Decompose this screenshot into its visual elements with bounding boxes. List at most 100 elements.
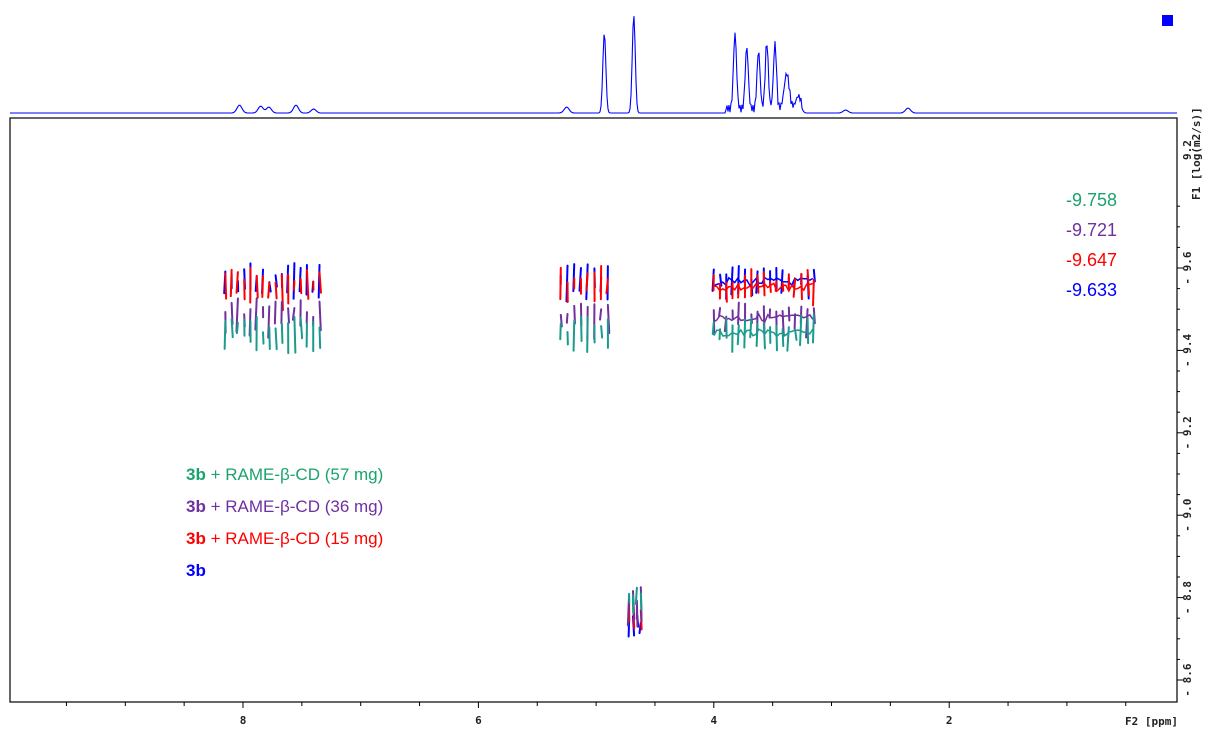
diffusion-value: -9.633 xyxy=(1066,280,1117,300)
contour-mark xyxy=(756,274,760,294)
projection-spectrum xyxy=(10,16,1177,114)
contour-2 xyxy=(559,265,609,303)
legend-compound: 3b xyxy=(186,465,206,484)
contour-mark xyxy=(572,319,576,352)
legend-label: + RAME-β-CD (36 mg) xyxy=(206,497,383,516)
x-tick-label: 6 xyxy=(475,714,482,727)
contour-mark xyxy=(600,325,604,339)
contour-mark xyxy=(762,322,766,350)
contour-mark xyxy=(769,280,772,293)
legend-compound: 3b xyxy=(186,529,206,548)
x-tick-label: 4 xyxy=(710,714,717,727)
corner-marker xyxy=(1162,15,1173,26)
contour-mark xyxy=(585,272,589,292)
legend-entry: 3b + RAME-β-CD (36 mg) xyxy=(186,497,383,516)
contour-mark xyxy=(565,312,569,324)
contour-mark xyxy=(725,281,728,303)
projection-trace xyxy=(10,16,1177,114)
contour-mark xyxy=(605,277,609,295)
contour-0 xyxy=(711,313,815,353)
contour-0 xyxy=(628,586,643,615)
contour-mark xyxy=(235,271,239,294)
contour-mark xyxy=(287,307,290,324)
y-tick-label: - 9.0 xyxy=(1181,499,1194,532)
contour-2 xyxy=(712,268,815,307)
legend: 3b + RAME-β-CD (57 mg)3b + RAME-β-CD (36… xyxy=(186,465,383,580)
contour-mark xyxy=(224,272,228,300)
contour-mark xyxy=(280,322,284,344)
contour-mark xyxy=(299,316,304,340)
contour-mark xyxy=(634,586,638,605)
contour-mark xyxy=(635,599,639,628)
y-axis: - 9.6 - 9.4 - 9.2 - 9.0 - 8.8 - 8.6 9.2 xyxy=(1177,140,1194,697)
contour-trace xyxy=(713,312,814,323)
contour-mark xyxy=(749,317,753,339)
legend-entry: 3b xyxy=(186,561,206,580)
y-tick-label: 9.2 xyxy=(1181,140,1194,160)
contour-mark xyxy=(737,301,740,326)
contour-mark xyxy=(267,281,271,299)
plot-frame xyxy=(9,117,1178,703)
contour-mark xyxy=(230,318,234,339)
contour-mark xyxy=(274,327,278,351)
x-axis-label: F2 [ppm] xyxy=(1125,715,1178,728)
contour-mark xyxy=(318,326,322,349)
contour-mark xyxy=(787,306,791,322)
contour-mark xyxy=(719,273,723,287)
contour-region xyxy=(223,262,816,638)
diffusion-value: -9.721 xyxy=(1066,220,1117,240)
contour-trace xyxy=(713,328,814,338)
contour-mark xyxy=(775,324,778,352)
y-tick-label: - 8.6 xyxy=(1181,663,1194,696)
contour-mark xyxy=(317,263,321,299)
contour-mark xyxy=(223,319,227,350)
contour-mark xyxy=(711,321,715,335)
contour-mark xyxy=(811,313,815,344)
contour-mark xyxy=(781,281,785,292)
y-tick-label: - 9.2 xyxy=(1181,416,1194,449)
diffusion-value: -9.758 xyxy=(1066,190,1117,210)
y-axis-label: F1 [log(m2/s)] xyxy=(1190,107,1203,200)
legend-entry: 3b + RAME-β-CD (57 mg) xyxy=(186,465,383,484)
contour-mark xyxy=(639,592,643,611)
contour-0 xyxy=(559,315,609,353)
contour-mark xyxy=(806,268,810,296)
legend-label: + RAME-β-CD (15 mg) xyxy=(206,529,383,548)
contour-mark xyxy=(254,297,258,331)
contour-mark xyxy=(229,268,233,298)
contour-mark xyxy=(812,278,815,307)
contour-mark xyxy=(293,315,297,354)
y-tick-label: - 8.8 xyxy=(1181,581,1194,614)
contour-mark xyxy=(318,300,322,332)
contour-mark xyxy=(235,321,239,335)
contour-mark xyxy=(255,274,259,299)
contour-mark xyxy=(718,307,722,318)
contour-mark xyxy=(261,275,265,298)
contour-mark xyxy=(274,274,278,288)
x-tick-label: 8 xyxy=(240,714,247,727)
y-tick-label: - 9.4 xyxy=(1181,333,1194,366)
contour-mark xyxy=(299,278,303,295)
contour-mark xyxy=(305,269,310,300)
y-tick-label: - 9.6 xyxy=(1181,251,1194,284)
contour-mark xyxy=(794,328,798,341)
x-axis: 8 6 4 2 xyxy=(65,702,1127,727)
contour-mark xyxy=(781,328,785,348)
contour-3 xyxy=(223,262,321,300)
contour-0 xyxy=(223,315,322,355)
x-tick-label: 2 xyxy=(946,714,953,727)
legend-label: + RAME-β-CD (57 mg) xyxy=(206,465,383,484)
contour-mark xyxy=(268,326,271,351)
contour-mark xyxy=(318,271,322,294)
contour-mark xyxy=(559,322,562,341)
legend-entry: 3b + RAME-β-CD (15 mg) xyxy=(186,529,383,548)
contour-mark xyxy=(599,308,603,321)
contour-mark xyxy=(291,306,296,321)
legend-compound: 3b xyxy=(186,497,206,516)
contour-mark xyxy=(273,300,277,325)
legend-compound: 3b xyxy=(186,561,206,580)
contour-mark xyxy=(267,305,271,339)
contour-mark xyxy=(786,326,790,352)
contour-trace xyxy=(713,282,814,293)
